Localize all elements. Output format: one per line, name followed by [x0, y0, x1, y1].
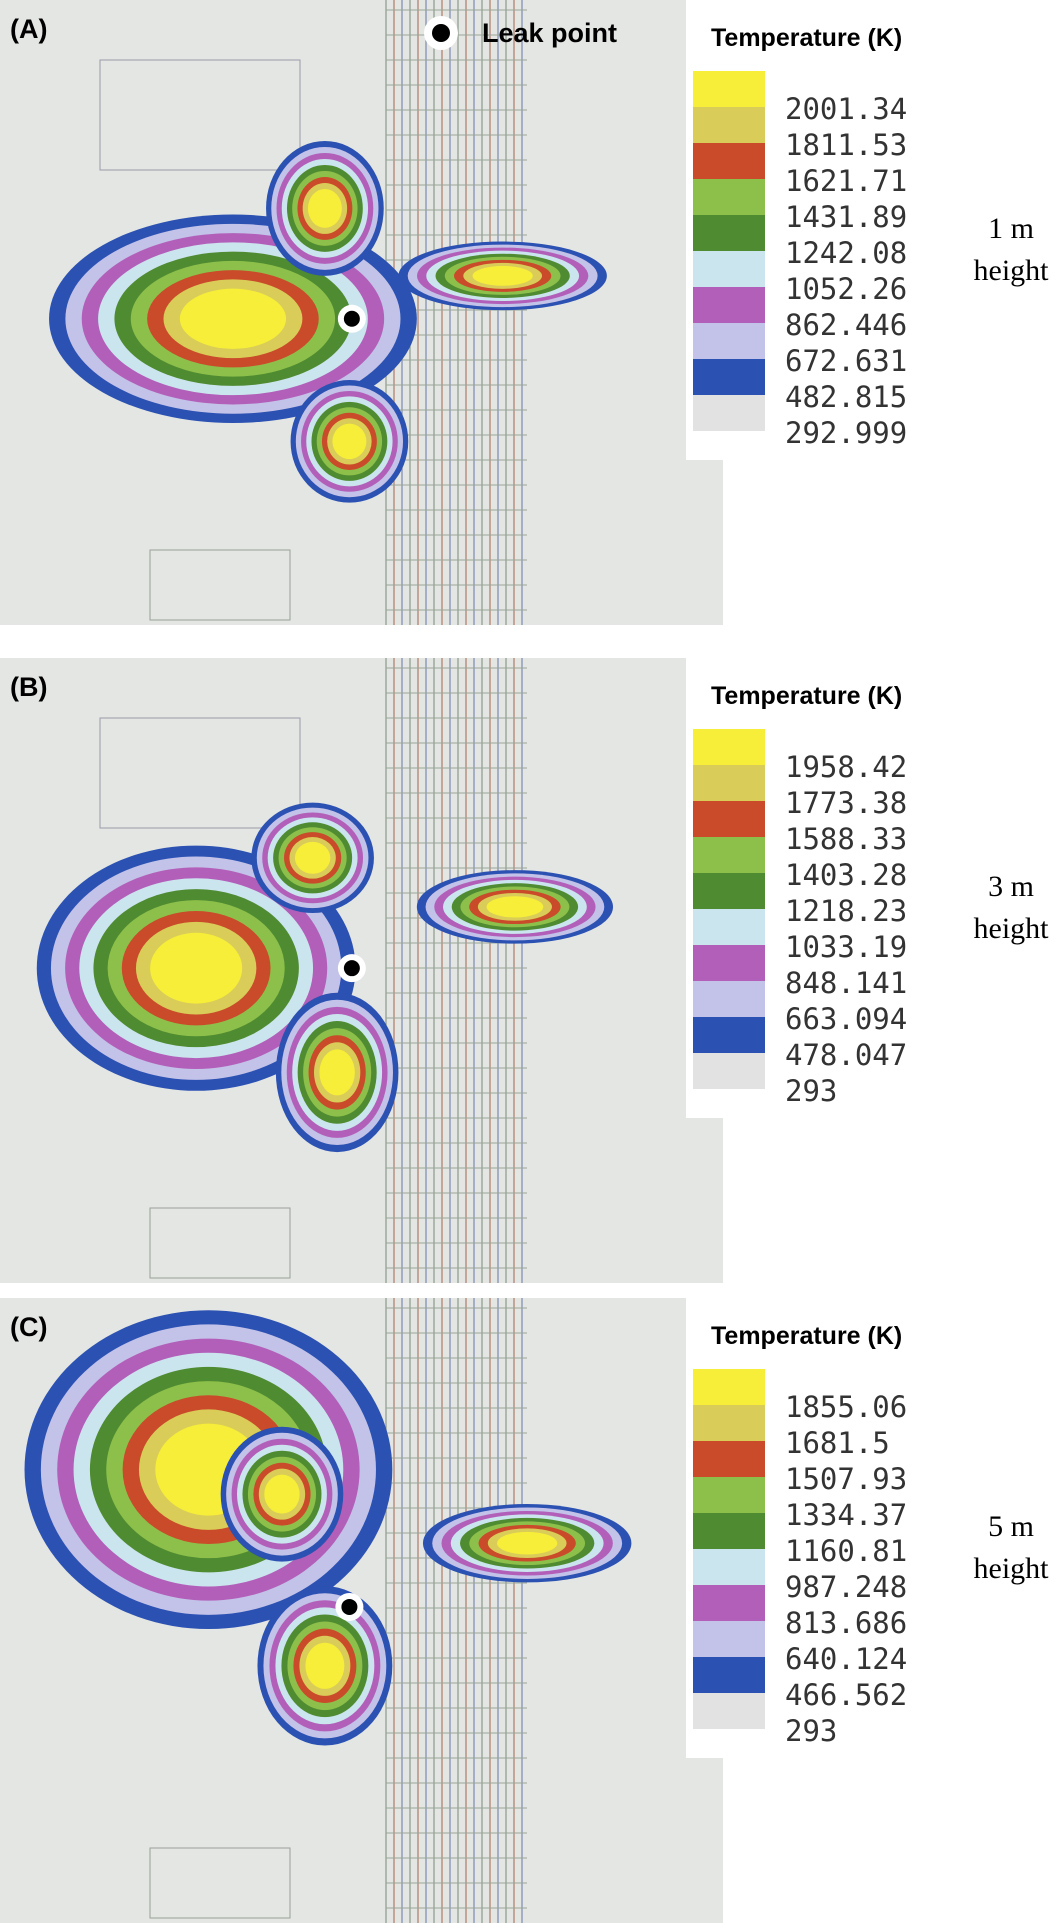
legend-label: 813.686: [785, 1606, 907, 1640]
legend-label: 640.124: [785, 1642, 907, 1676]
legend-swatch: [693, 1621, 765, 1657]
legend-swatch: [693, 729, 765, 765]
plume-contour: [264, 1474, 300, 1514]
legend-label: 292.999: [785, 416, 907, 450]
legend-label: 1588.33: [785, 822, 907, 856]
plume-contour: [179, 288, 287, 349]
height-label: 5 m: [988, 1510, 1034, 1543]
panel-label: (B): [10, 672, 47, 702]
legend-label: 1431.89: [785, 200, 907, 234]
legend-title: Temperature (K): [711, 1322, 902, 1350]
legend-swatch: [693, 251, 765, 287]
legend-swatch: [693, 1017, 765, 1053]
height-label: height: [974, 1552, 1050, 1585]
legend-swatch: [693, 1441, 765, 1477]
legend-swatch: [693, 837, 765, 873]
building: [99, 717, 301, 829]
legend-swatch: [693, 801, 765, 837]
legend-label: 478.047: [785, 1038, 907, 1072]
legend-label: 987.248: [785, 1570, 907, 1604]
legend-swatch: [693, 215, 765, 251]
legend-label: 1403.28: [785, 858, 907, 892]
legend-label: 1958.42: [785, 750, 907, 784]
legend-label: 1052.26: [785, 272, 907, 306]
legend-label: 2001.34: [785, 92, 907, 126]
panel-label: (C): [10, 1312, 47, 1342]
legend-swatch: [693, 179, 765, 215]
legend-label: 1507.93: [785, 1462, 907, 1496]
height-label: height: [974, 254, 1050, 287]
plume-contour: [305, 1642, 345, 1689]
panel-label: (A): [10, 14, 47, 44]
plume-contour: [307, 188, 342, 228]
building: [99, 59, 301, 171]
height-label: height: [974, 912, 1050, 945]
legend-swatch: [693, 395, 765, 431]
legend-swatch: [693, 1693, 765, 1729]
legend-swatch: [693, 1513, 765, 1549]
legend-swatch: [693, 287, 765, 323]
legend-swatch: [693, 359, 765, 395]
panel: (B) Temperature (K)1958.421773.381588.331…: [0, 658, 1064, 1283]
legend-label: 1242.08: [785, 236, 907, 270]
legend-label: 1855.06: [785, 1390, 907, 1424]
legend-title: Temperature (K): [711, 24, 902, 52]
legend-label: 482.815: [785, 380, 907, 414]
legend-title: Temperature (K): [711, 682, 902, 710]
legend-swatch: [693, 143, 765, 179]
legend-label: 1621.71: [785, 164, 907, 198]
plume-contour: [332, 423, 367, 460]
legend-label: 848.141: [785, 966, 907, 1000]
plume-contour: [319, 1049, 355, 1096]
legend-swatch: [693, 107, 765, 143]
legend-swatch: [693, 1369, 765, 1405]
plume-contour: [150, 932, 243, 1004]
leak-dot: [341, 1598, 358, 1615]
leak-label: Leak point: [482, 18, 617, 48]
legend-label: 293: [785, 1074, 837, 1108]
legend-swatch: [693, 909, 765, 945]
legend-label: 1773.38: [785, 786, 907, 820]
height-label: 1 m: [988, 212, 1034, 245]
legend-label: 1811.53: [785, 128, 907, 162]
panel: (A) Leak point Temperature (K) 2001.341811.…: [0, 0, 1064, 625]
legend-swatch: [693, 945, 765, 981]
plume-contour: [472, 265, 533, 286]
legend-label: 1218.23: [785, 894, 907, 928]
leak-dot: [432, 24, 450, 42]
legend-swatch: [693, 1053, 765, 1089]
leak-dot: [343, 310, 360, 327]
legend-swatch: [693, 1405, 765, 1441]
legend-swatch: [693, 981, 765, 1017]
legend-swatch: [693, 1549, 765, 1585]
legend-label: 672.631: [785, 344, 907, 378]
legend-label: 466.562: [785, 1678, 907, 1712]
legend-swatch: [693, 323, 765, 359]
plume-contour: [486, 896, 544, 918]
legend-label: 1160.81: [785, 1534, 907, 1568]
plume-contour: [294, 841, 331, 874]
leak-dot: [343, 960, 360, 977]
legend-swatch: [693, 1585, 765, 1621]
legend-swatch: [693, 873, 765, 909]
height-label: 3 m: [988, 870, 1034, 903]
plume-contour: [497, 1531, 558, 1555]
legend-swatch: [693, 765, 765, 801]
legend-label: 1334.37: [785, 1498, 907, 1532]
legend-label: 1681.5: [785, 1426, 890, 1460]
legend-label: 862.446: [785, 308, 907, 342]
legend-label: 293: [785, 1714, 837, 1748]
panel: (C) Temperature (K) 1855.061681.51507.9313…: [0, 1298, 1064, 1923]
legend-swatch: [693, 1657, 765, 1693]
building: [149, 1847, 291, 1919]
building: [149, 1207, 291, 1279]
legend-label: 1033.19: [785, 930, 907, 964]
legend-swatch: [693, 71, 765, 107]
building: [149, 549, 291, 621]
legend-swatch: [693, 1477, 765, 1513]
legend-label: 663.094: [785, 1002, 907, 1036]
